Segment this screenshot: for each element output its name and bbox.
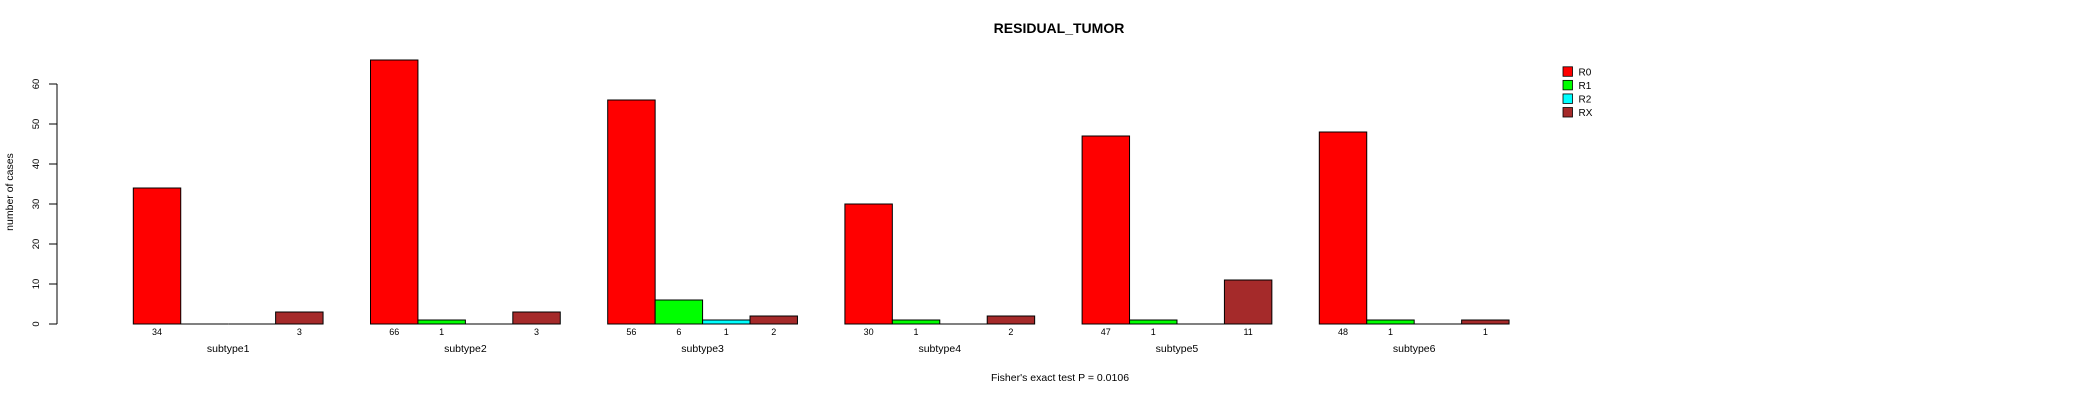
legend-label: RX	[1579, 108, 1593, 119]
bar	[417, 319, 466, 325]
legend-label: R1	[1579, 81, 1592, 92]
bar	[844, 203, 893, 325]
chart-title: RESIDUAL_TUMOR	[994, 20, 1125, 36]
bar	[1318, 131, 1368, 325]
legend-swatch	[1562, 93, 1573, 104]
legend: R0 R1 R2 RX	[1562, 66, 1593, 119]
y-axis: 0 10 20 30 40 50 60	[31, 79, 58, 327]
bar-value-label: 56	[626, 327, 636, 337]
bar-value-label: 34	[152, 327, 162, 337]
y-tick-label: 40	[31, 159, 42, 170]
bars-area: 34 3 66 1 3 56 6 1 2 30 1 2 47 1 11 48 1 1	[132, 59, 1510, 337]
legend-label: R0	[1579, 67, 1592, 78]
bar	[749, 315, 798, 325]
bar	[512, 311, 561, 325]
bar	[275, 311, 324, 325]
bar	[986, 315, 1036, 325]
category-label: subtype2	[444, 343, 487, 355]
bar	[702, 319, 751, 325]
bar-value-label: 1	[439, 327, 444, 337]
bar	[607, 99, 656, 325]
y-tick-label: 0	[31, 321, 42, 326]
category-label: subtype3	[681, 343, 724, 355]
bar	[132, 187, 182, 325]
bar-value-label: 3	[534, 327, 539, 337]
bar	[1366, 319, 1415, 325]
bar-value-label: 11	[1243, 327, 1252, 337]
y-tick-label: 30	[31, 199, 42, 210]
category-label: subtype1	[207, 343, 250, 355]
bar-value-label: 66	[389, 327, 399, 337]
legend-label: R2	[1579, 94, 1592, 105]
bar-value-label: 1	[1388, 327, 1393, 337]
bar	[370, 59, 419, 325]
y-tick-label: 20	[31, 239, 42, 250]
bar-value-label: 6	[676, 327, 681, 337]
bar-value-label: 1	[1483, 327, 1488, 337]
legend-swatch	[1562, 66, 1573, 77]
bar-value-label: 1	[914, 327, 919, 337]
bar	[1461, 319, 1510, 325]
bar-value-label: 48	[1338, 327, 1348, 337]
x-category-labels: subtype1 subtype2 subtype3 subtype4 subtype5…	[207, 343, 1436, 355]
bar-value-label: 30	[864, 327, 874, 337]
bar-value-label: 1	[1151, 327, 1156, 337]
legend-swatch	[1562, 107, 1573, 118]
category-label: subtype5	[1156, 343, 1199, 355]
chart-subtitle: Fisher's exact test P = 0.0106	[991, 372, 1129, 384]
bar	[1081, 135, 1131, 325]
bar	[654, 299, 704, 325]
y-axis-label: number of cases	[4, 153, 16, 231]
bar-value-label: 1	[724, 327, 729, 337]
bar-value-label: 2	[771, 327, 776, 337]
category-label: subtype4	[918, 343, 961, 355]
category-label: subtype6	[1393, 343, 1436, 355]
y-tick-label: 60	[31, 79, 42, 90]
bar	[1129, 319, 1178, 325]
bar-value-label: 47	[1101, 327, 1111, 337]
bar-value-label: 2	[1008, 327, 1013, 337]
bar-value-label: 3	[297, 327, 302, 337]
y-tick-label: 10	[31, 279, 42, 290]
y-tick-label: 50	[31, 119, 42, 130]
bar	[891, 319, 941, 325]
legend-swatch	[1562, 79, 1573, 91]
bar	[1223, 279, 1273, 325]
